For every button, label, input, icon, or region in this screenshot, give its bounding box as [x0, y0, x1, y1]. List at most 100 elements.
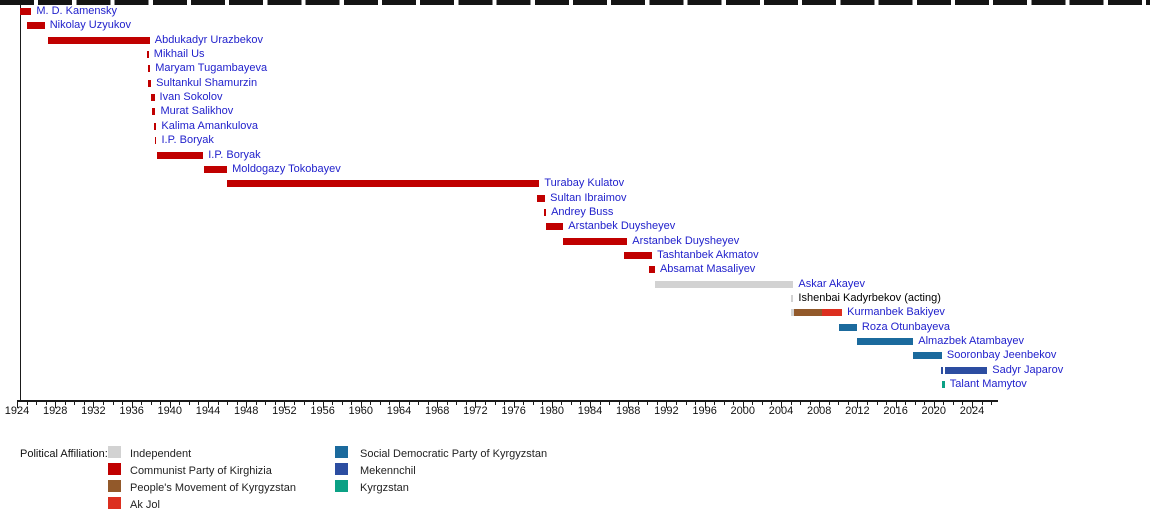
x-axis-major-tick: [131, 402, 133, 408]
person-link-label[interactable]: Andrey Buss: [551, 205, 614, 218]
person-link-label[interactable]: Arstanbek Duysheyev: [632, 234, 740, 247]
x-axis-minor-tick: [36, 402, 38, 405]
x-axis-minor-tick: [609, 402, 611, 405]
x-axis-minor-tick: [255, 402, 257, 405]
x-axis-minor-tick: [370, 402, 372, 405]
person-link-label[interactable]: Arstanbek Duysheyev: [568, 220, 676, 233]
person-link-label[interactable]: Roza Otunbayeva: [861, 320, 950, 333]
x-axis-minor-tick: [800, 402, 802, 405]
person-link-label[interactable]: Almazbek Atambayev: [918, 335, 1025, 348]
x-axis-minor-tick: [714, 402, 716, 405]
x-axis-minor-tick: [561, 402, 563, 405]
x-axis-tick-label: 1948: [233, 405, 259, 417]
person-link-label[interactable]: Askar Akayev: [798, 277, 866, 290]
person-link-label[interactable]: Absamat Masaliyev: [659, 263, 756, 276]
x-axis-minor-tick: [962, 402, 964, 405]
timeline-bar: [26, 22, 45, 30]
legend-label: People's Movement of Kyrgyzstan: [130, 482, 296, 494]
person-link-label[interactable]: I.P. Boryak: [208, 148, 261, 161]
x-axis-minor-tick: [122, 402, 124, 405]
person-link-label[interactable]: Sultan Ibraimov: [550, 191, 627, 204]
person-link-label[interactable]: Murat Salikhov: [160, 105, 234, 118]
x-axis-tick-label: 1952: [272, 405, 297, 417]
timeline-bar: [942, 381, 945, 389]
person-link-label[interactable]: Sooronbay Jeenbekov: [946, 349, 1057, 362]
x-axis-major-tick: [93, 402, 95, 408]
x-axis-major-tick: [666, 402, 668, 408]
timeline-bar: [654, 280, 794, 288]
x-axis-minor-tick: [838, 402, 840, 405]
x-axis-minor-tick: [227, 402, 229, 405]
legend-label: Mekennchil: [360, 465, 416, 477]
legend-swatch-mekenchil: [335, 463, 348, 475]
x-axis-minor-tick: [599, 402, 601, 405]
x-axis-minor-tick: [504, 402, 506, 405]
x-axis-minor-tick: [456, 402, 458, 405]
x-axis-tick-label: 2016: [883, 405, 908, 417]
x-axis-major-tick: [551, 402, 553, 408]
person-link-label[interactable]: Sultankul Shamurzin: [156, 76, 258, 89]
x-axis-minor-tick: [991, 402, 993, 405]
x-axis-minor-tick: [45, 402, 47, 405]
person-link-label[interactable]: Ivan Sokolov: [159, 91, 223, 104]
timeline-bar: [791, 295, 794, 302]
x-axis-minor-tick: [188, 402, 190, 405]
person-link-label[interactable]: Abdukadyr Urazbekov: [154, 33, 263, 46]
x-axis-tick-label: 2004: [768, 405, 794, 417]
x-axis-minor-tick: [952, 402, 954, 405]
timeline-bar: [624, 251, 653, 259]
timeline-bar: [537, 194, 546, 202]
x-axis-line: [17, 400, 998, 402]
x-axis-tick-label: 2012: [845, 405, 870, 417]
x-axis-minor-tick: [905, 402, 907, 405]
x-axis-major-tick: [742, 402, 744, 408]
person-link-label[interactable]: Mikhail Us: [153, 48, 205, 61]
x-axis-tick-label: 2008: [806, 405, 832, 417]
timeline-bar: [204, 165, 228, 173]
x-axis-minor-tick: [886, 402, 888, 405]
timeline-bar: [563, 237, 628, 245]
x-axis-minor-tick: [866, 402, 868, 405]
x-axis-major-tick: [933, 402, 935, 408]
legend-swatch-akjol: [108, 497, 121, 509]
person-link-label[interactable]: I.P. Boryak: [161, 134, 214, 147]
x-axis-major-tick: [628, 402, 630, 408]
person-link-label[interactable]: Nikolay Uzyukov: [49, 19, 131, 32]
x-axis-tick-label: 1988: [615, 405, 641, 417]
plot-left-border: [20, 4, 21, 401]
x-axis-minor-tick: [274, 402, 276, 405]
person-link-label[interactable]: Sadyr Japarov: [992, 363, 1064, 376]
timeline-bar: [822, 309, 843, 317]
legend-title: Political Affiliation:: [20, 448, 108, 460]
person-link-label[interactable]: Kurmanbek Bakiyev: [847, 306, 945, 319]
x-axis-minor-tick: [418, 402, 420, 405]
person-link-label[interactable]: Tashtanbek Akmatov: [657, 248, 759, 261]
person-link-label[interactable]: Talant Mamytov: [949, 378, 1027, 391]
x-axis-minor-tick: [332, 402, 334, 405]
x-axis-minor-tick: [389, 402, 391, 405]
x-axis-minor-tick: [656, 402, 658, 405]
x-axis-tick-label: 1928: [42, 405, 68, 417]
person-link-label[interactable]: M. D. Kamensky: [36, 5, 117, 17]
x-axis-minor-tick: [484, 402, 486, 405]
x-axis-minor-tick: [179, 402, 181, 405]
person-link-label[interactable]: Maryam Tugambayeva: [155, 62, 268, 75]
person-link-label[interactable]: Moldogazy Tokobayev: [232, 162, 341, 175]
person-link-label[interactable]: Turabay Kulatov: [544, 177, 625, 190]
person-link-label[interactable]: Kalima Amankulova: [161, 119, 259, 132]
x-axis-minor-tick: [618, 402, 620, 405]
timeline-bar: [19, 8, 32, 15]
timeline-bar: [148, 65, 151, 73]
legend-label: Social Democratic Party of Kyrgyzstan: [360, 448, 548, 460]
x-axis-minor-tick: [494, 402, 496, 405]
x-axis-minor-tick: [379, 402, 381, 405]
x-axis-major-tick: [246, 402, 248, 408]
x-axis-minor-tick: [981, 402, 983, 405]
x-axis-minor-tick: [675, 402, 677, 405]
x-axis-minor-tick: [876, 402, 878, 405]
x-axis-minor-tick: [542, 402, 544, 405]
x-axis-minor-tick: [141, 402, 143, 405]
x-axis-minor-tick: [465, 402, 467, 405]
legend-swatch-independent: [108, 446, 121, 458]
